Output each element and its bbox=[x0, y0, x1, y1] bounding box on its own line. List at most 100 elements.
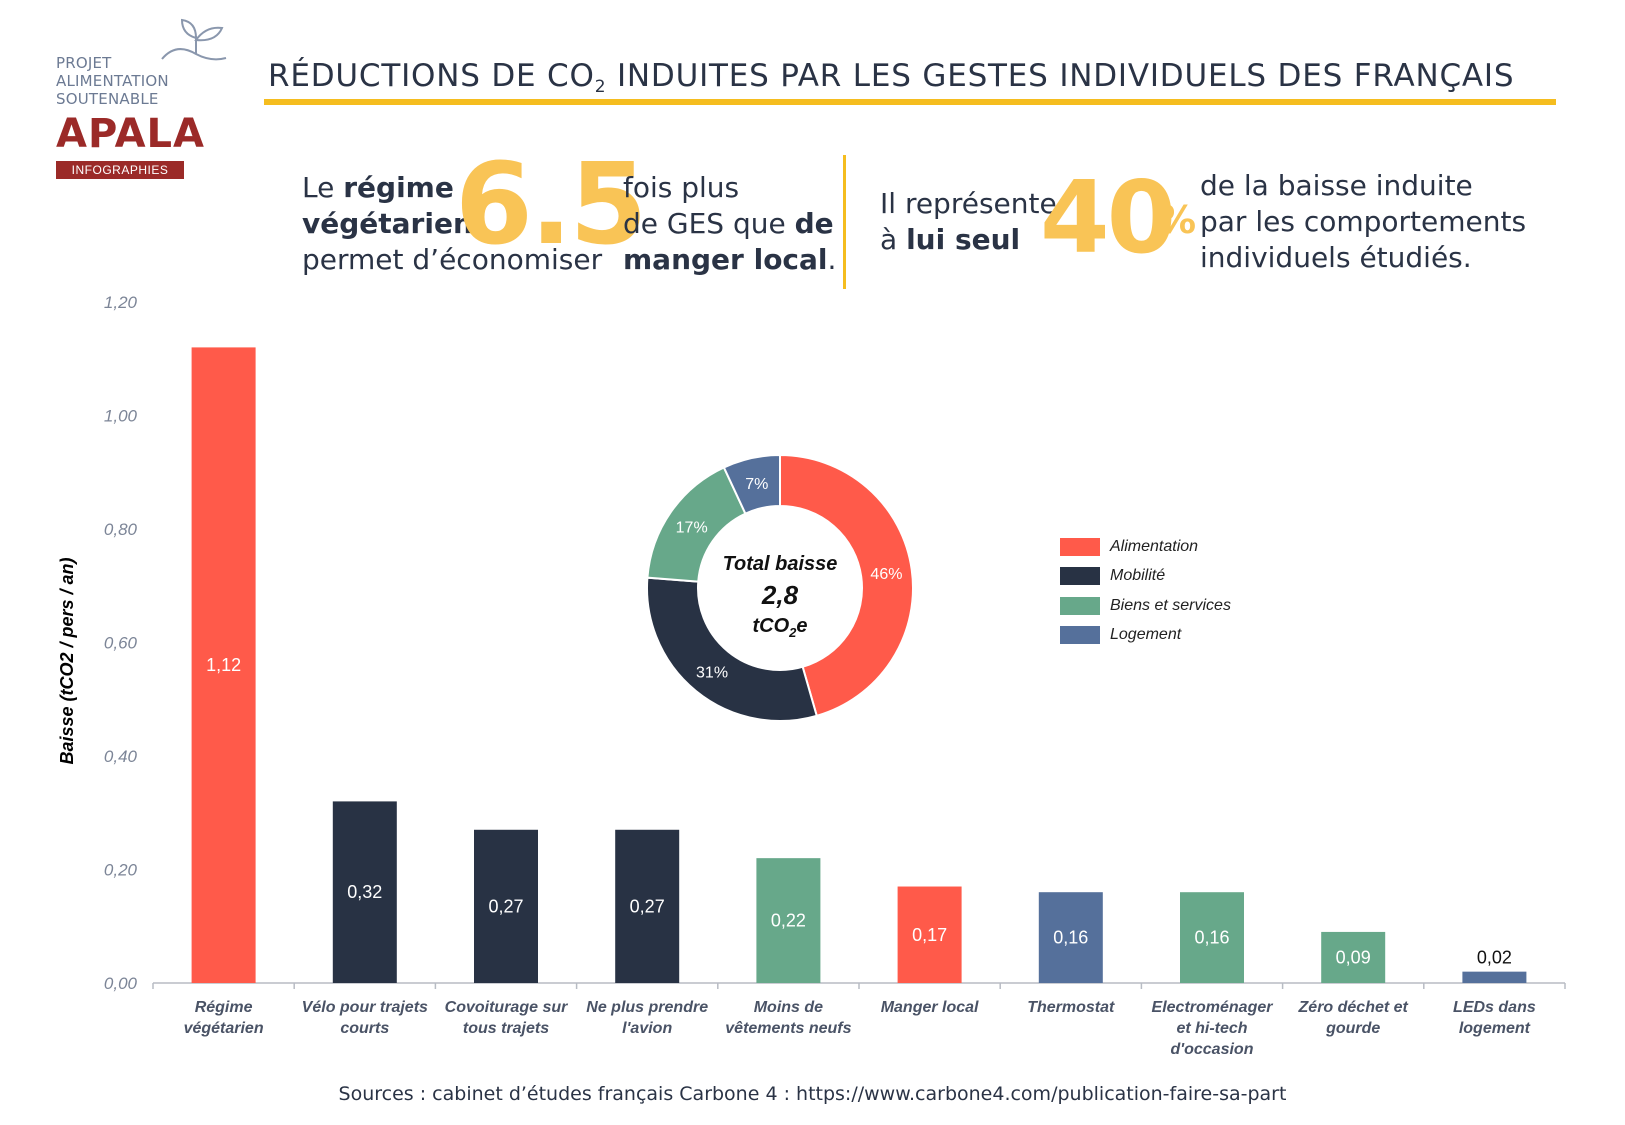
bar bbox=[1180, 892, 1244, 983]
logo-subtitle: INFOGRAPHIES bbox=[56, 161, 184, 179]
x-category-label: gourde bbox=[1325, 1020, 1380, 1037]
donut-chart: 46% 31% 17% 7% Total baisse 2,8 tCO2e bbox=[646, 453, 914, 722]
bar bbox=[756, 858, 821, 983]
x-category-label: courts bbox=[340, 1020, 389, 1037]
x-category-label: et hi-tech bbox=[1176, 1020, 1247, 1037]
stat2-right-text: de la baisse induite par les comportemen… bbox=[1200, 168, 1526, 276]
stat1-line2: végétarien bbox=[302, 207, 473, 240]
x-category-label: d'occasion bbox=[1171, 1041, 1254, 1058]
stat1-right-line3b: . bbox=[827, 243, 837, 276]
legend-swatch-logement bbox=[1060, 626, 1100, 644]
donut-slice-label: 31% bbox=[696, 664, 728, 681]
legend-label-mobilite: Mobilité bbox=[1110, 567, 1166, 584]
bar-value-label: 0,16 bbox=[1053, 928, 1088, 948]
title-underline bbox=[264, 99, 1556, 105]
legend-item-logement: Logement bbox=[1060, 625, 1181, 645]
x-category-label: tous trajets bbox=[463, 1020, 549, 1037]
stats-divider bbox=[843, 155, 846, 289]
x-category-label: Manger local bbox=[881, 999, 979, 1016]
donut-center-value: 2,8 bbox=[761, 580, 799, 610]
x-category-label: Ne plus prendre bbox=[586, 999, 708, 1016]
stat1-right-line3a: manger local bbox=[623, 243, 828, 276]
legend-swatch-alimentation bbox=[1060, 538, 1100, 556]
plant-icon bbox=[161, 18, 227, 61]
bar-value-label: 0,09 bbox=[1336, 947, 1371, 967]
stat1-right-line1: fois plus bbox=[623, 171, 740, 204]
legend-swatch-biens bbox=[1060, 597, 1100, 615]
stat2-line1: Il représente bbox=[880, 187, 1057, 220]
bar bbox=[474, 829, 538, 983]
y-axis-label: Baisse (tCO2 / pers / an) bbox=[57, 557, 77, 764]
bar-chart: 0,00 0,20 0,40 0,60 0,80 1,00 1,20 Baisse (tCO2… bbox=[57, 293, 1566, 1058]
bar-value-label: 0,02 bbox=[1477, 948, 1512, 968]
stat1-left-text: Le régime végétarien permet d’économiser bbox=[302, 170, 602, 278]
x-category-label: Thermostat bbox=[1027, 999, 1115, 1016]
donut-slice-label: 7% bbox=[745, 476, 768, 493]
bar-value-label: 0,27 bbox=[488, 896, 523, 916]
bar-value-label: 0,27 bbox=[630, 896, 665, 916]
bar bbox=[897, 886, 962, 983]
x-category-label: vêtements neufs bbox=[725, 1020, 851, 1037]
stat1-line1b: régime bbox=[343, 171, 454, 204]
donut-center-title: Total baisse bbox=[723, 553, 838, 575]
y-tick-label: 1,00 bbox=[104, 407, 138, 426]
page-title: RÉDUCTIONS DE CO2 INDUITES PAR LES GESTE… bbox=[268, 58, 1514, 97]
stat1-right-text: fois plus de GES que de manger local. bbox=[623, 170, 836, 278]
title-part2: INDUITES PAR LES GESTES INDIVIDUELS DES … bbox=[606, 58, 1515, 94]
x-category-label: Covoiturage sur bbox=[445, 999, 568, 1016]
stat2-line2b: lui seul bbox=[906, 223, 1021, 256]
legend-label-biens: Biens et services bbox=[1110, 597, 1231, 614]
y-tick-label: 0,80 bbox=[104, 520, 138, 539]
bar bbox=[615, 829, 680, 983]
bar bbox=[1462, 971, 1527, 983]
y-tick-label: 0,40 bbox=[104, 747, 138, 766]
title-subscript: 2 bbox=[594, 77, 607, 97]
stat2-percent-sign: % bbox=[1158, 198, 1197, 242]
bar bbox=[1321, 931, 1386, 983]
legend-swatch-mobilite bbox=[1060, 567, 1100, 585]
donut-center-unit: tCO2e bbox=[752, 615, 807, 640]
logo-line-projet: PROJET bbox=[56, 54, 112, 72]
x-category-label: Electroménager bbox=[1152, 999, 1274, 1016]
stat2-right-line2: par les comportements bbox=[1200, 205, 1527, 238]
bar-value-label: 0,17 bbox=[912, 925, 947, 945]
bar bbox=[1038, 892, 1103, 983]
x-category-label: végétarien bbox=[184, 1020, 264, 1037]
title-part1: RÉDUCTIONS DE CO bbox=[268, 58, 595, 94]
stat1-line1a: Le bbox=[302, 171, 344, 204]
donut-slice-label: 46% bbox=[870, 566, 902, 583]
legend-item-biens: Biens et services bbox=[1060, 596, 1231, 616]
x-category-label: logement bbox=[1459, 1020, 1531, 1037]
bar-value-label: 1,12 bbox=[206, 655, 241, 675]
stat2-line2a: à bbox=[880, 223, 907, 256]
source-note: Sources : cabinet d’études français Carb… bbox=[338, 1083, 1287, 1105]
donut-slice bbox=[646, 576, 818, 722]
donut-slice bbox=[779, 453, 914, 718]
stat2-right-line1: de la baisse induite bbox=[1200, 169, 1473, 202]
legend-label-logement: Logement bbox=[1110, 626, 1182, 643]
x-category-label: l'avion bbox=[622, 1020, 672, 1037]
logo-brand: APALA bbox=[56, 111, 206, 157]
apala-logo: PROJET ALIMENTATION SOUTENABLE APALA INF… bbox=[56, 14, 227, 184]
logo-line-soutenable: SOUTENABLE bbox=[56, 90, 159, 108]
x-category-label: LEDs dans bbox=[1453, 999, 1536, 1016]
bar-value-label: 0,22 bbox=[771, 911, 806, 931]
stat2-right-line3: individuels étudiés. bbox=[1200, 241, 1472, 274]
x-category-label: Vélo pour trajets bbox=[302, 999, 428, 1016]
y-tick-label: 1,20 bbox=[104, 293, 138, 312]
stat1-right-line2b: de bbox=[794, 207, 834, 240]
donut-slice-label: 17% bbox=[676, 520, 708, 537]
bar-value-label: 0,16 bbox=[1194, 928, 1229, 948]
legend-item-mobilite: Mobilité bbox=[1060, 566, 1165, 586]
x-category-label: Moins de bbox=[754, 999, 823, 1016]
stat1-line3: permet d’économiser bbox=[302, 243, 603, 276]
donut-slice bbox=[722, 453, 781, 515]
legend-item-alimentation: Alimentation bbox=[1060, 537, 1198, 557]
x-category-label: Zéro déchet et bbox=[1298, 999, 1409, 1016]
stat2-left-text: Il représente à lui seul bbox=[880, 186, 1057, 258]
stat1-big-number: 6.5 bbox=[455, 140, 647, 270]
stat2-big-number: 40 bbox=[1040, 159, 1176, 276]
bar bbox=[191, 347, 256, 983]
bar-value-label: 0,32 bbox=[347, 882, 382, 902]
